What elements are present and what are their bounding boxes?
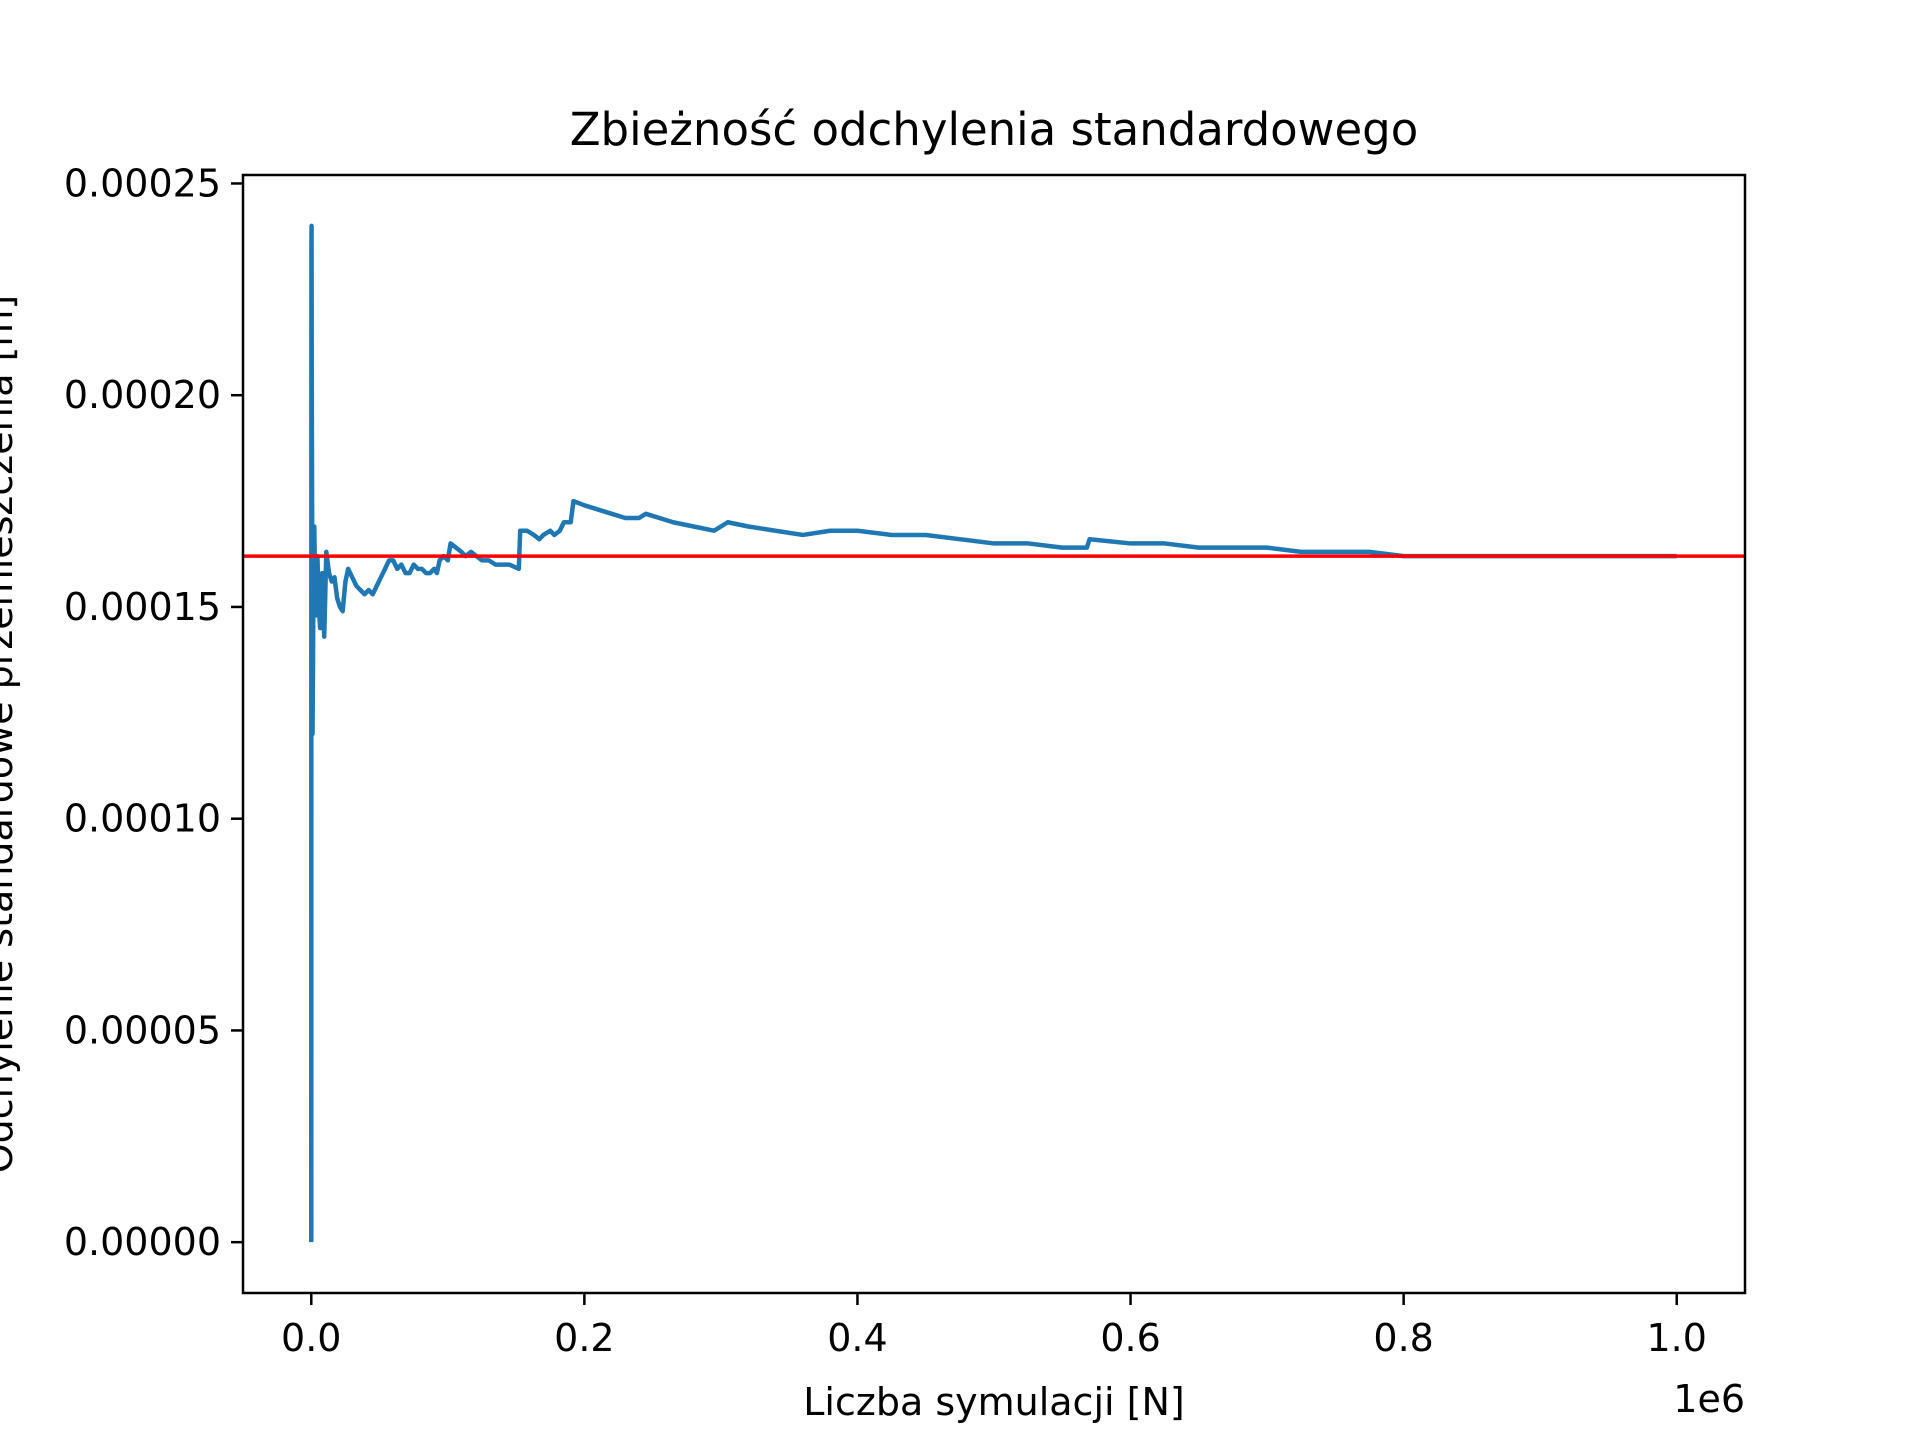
x-tick-label: 0.2 xyxy=(554,1316,614,1360)
chart-title: Zbieżność odchylenia standardowego xyxy=(570,103,1419,156)
y-tick-label: 0.00020 xyxy=(64,373,221,417)
y-axis-ticks: 0.00000 0.00005 0.00010 0.00015 0.00020 0.000… xyxy=(64,161,243,1264)
x-tick-label: 0.8 xyxy=(1373,1316,1433,1360)
y-tick-label: 0.00025 xyxy=(64,161,221,205)
y-tick-label: 0.00005 xyxy=(64,1008,221,1052)
y-tick-label: 0.00015 xyxy=(64,585,221,629)
y-tick-label: 0.00010 xyxy=(64,797,221,841)
x-tick-label: 0.0 xyxy=(281,1316,341,1360)
x-axis-label: Liczba symulacji [N] xyxy=(803,1380,1184,1424)
x-axis-offset-label: 1e6 xyxy=(1673,1377,1745,1421)
x-axis-ticks: 0.0 0.2 0.4 0.6 0.8 1.0 xyxy=(281,1293,1707,1360)
plot-lines xyxy=(243,223,1745,1243)
x-tick-label: 1.0 xyxy=(1647,1316,1707,1360)
y-tick-label: 0.00000 xyxy=(64,1220,221,1264)
x-tick-label: 0.4 xyxy=(827,1316,887,1360)
plot-frame xyxy=(241,173,1747,1295)
series-line xyxy=(309,223,1677,1243)
x-tick-label: 0.6 xyxy=(1100,1316,1160,1360)
y-axis-label: Odchylenie standardowe przemieszczenia [… xyxy=(0,295,21,1174)
